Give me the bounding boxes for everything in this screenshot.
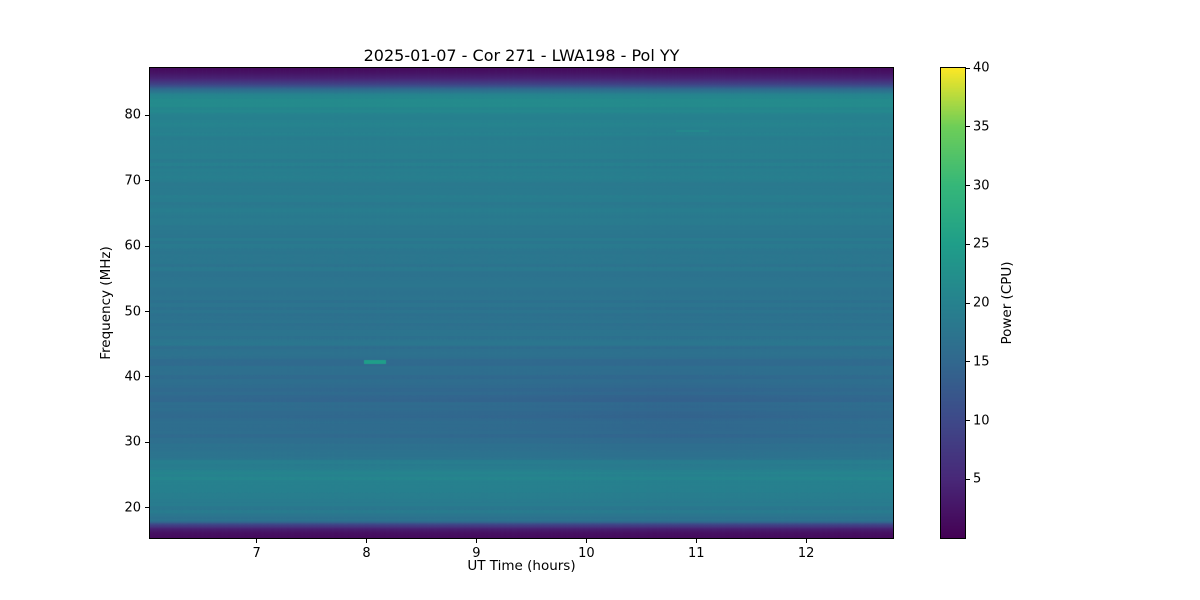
colorbar-tick-mark: [966, 243, 970, 245]
x-tick-label: 8: [362, 546, 371, 561]
y-tick-label: 40: [124, 369, 141, 385]
y-tick-label: 60: [124, 238, 141, 254]
chart-title: 2025-01-07 - Cor 271 - LWA198 - Pol YY: [363, 46, 680, 65]
x-tick-mark: [695, 539, 697, 543]
plot-area: [149, 67, 894, 539]
y-tick-label: 30: [124, 434, 141, 450]
y-tick-label: 80: [124, 107, 141, 123]
colorbar-tick-mark: [966, 185, 970, 186]
x-tick-mark: [256, 539, 258, 543]
y-tick-mark: [145, 180, 149, 182]
colorbar-tick-label: 35: [973, 119, 990, 135]
x-tick-mark: [805, 539, 807, 543]
colorbar-tick-mark: [966, 67, 970, 69]
colorbar-tick-label: 5: [973, 471, 982, 487]
colorbar-tick-label: 25: [973, 236, 990, 252]
y-axis-label: Frequency (MHz): [98, 246, 114, 360]
colorbar-tick-label: 40: [973, 60, 990, 76]
colorbar-tick-label: 30: [973, 178, 990, 193]
colorbar-tick-mark: [966, 361, 970, 363]
colorbar-tick-label: 15: [973, 354, 990, 370]
y-tick-mark: [145, 245, 149, 247]
x-tick-label: 11: [687, 546, 705, 561]
y-tick-label: 70: [124, 173, 141, 189]
colorbar-label: Power (CPU): [999, 261, 1015, 345]
y-tick-label: 20: [124, 500, 141, 516]
y-tick-mark: [145, 441, 149, 443]
y-tick-label: 50: [124, 304, 141, 319]
heatmap-canvas: [150, 68, 893, 538]
x-tick-label: 7: [252, 546, 261, 561]
x-tick-mark: [585, 539, 587, 543]
x-tick-label: 12: [797, 546, 815, 561]
y-tick-mark: [145, 114, 149, 116]
y-tick-mark: [145, 311, 149, 312]
colorbar-tick-mark: [966, 420, 970, 421]
x-tick-mark: [475, 539, 477, 543]
x-axis-label: UT Time (hours): [467, 558, 576, 574]
colorbar-tick-label: 10: [973, 413, 990, 428]
colorbar-tick-label: 20: [973, 295, 990, 311]
colorbar-canvas: [941, 68, 965, 538]
colorbar-tick-mark: [966, 302, 970, 304]
y-tick-mark: [145, 507, 149, 509]
x-tick-label: 10: [578, 546, 595, 561]
colorbar-tick-mark: [966, 126, 970, 128]
x-tick-mark: [366, 539, 368, 543]
colorbar: [940, 67, 966, 539]
colorbar-tick-mark: [966, 478, 970, 480]
x-tick-label: 9: [472, 546, 481, 561]
y-tick-mark: [145, 376, 149, 378]
